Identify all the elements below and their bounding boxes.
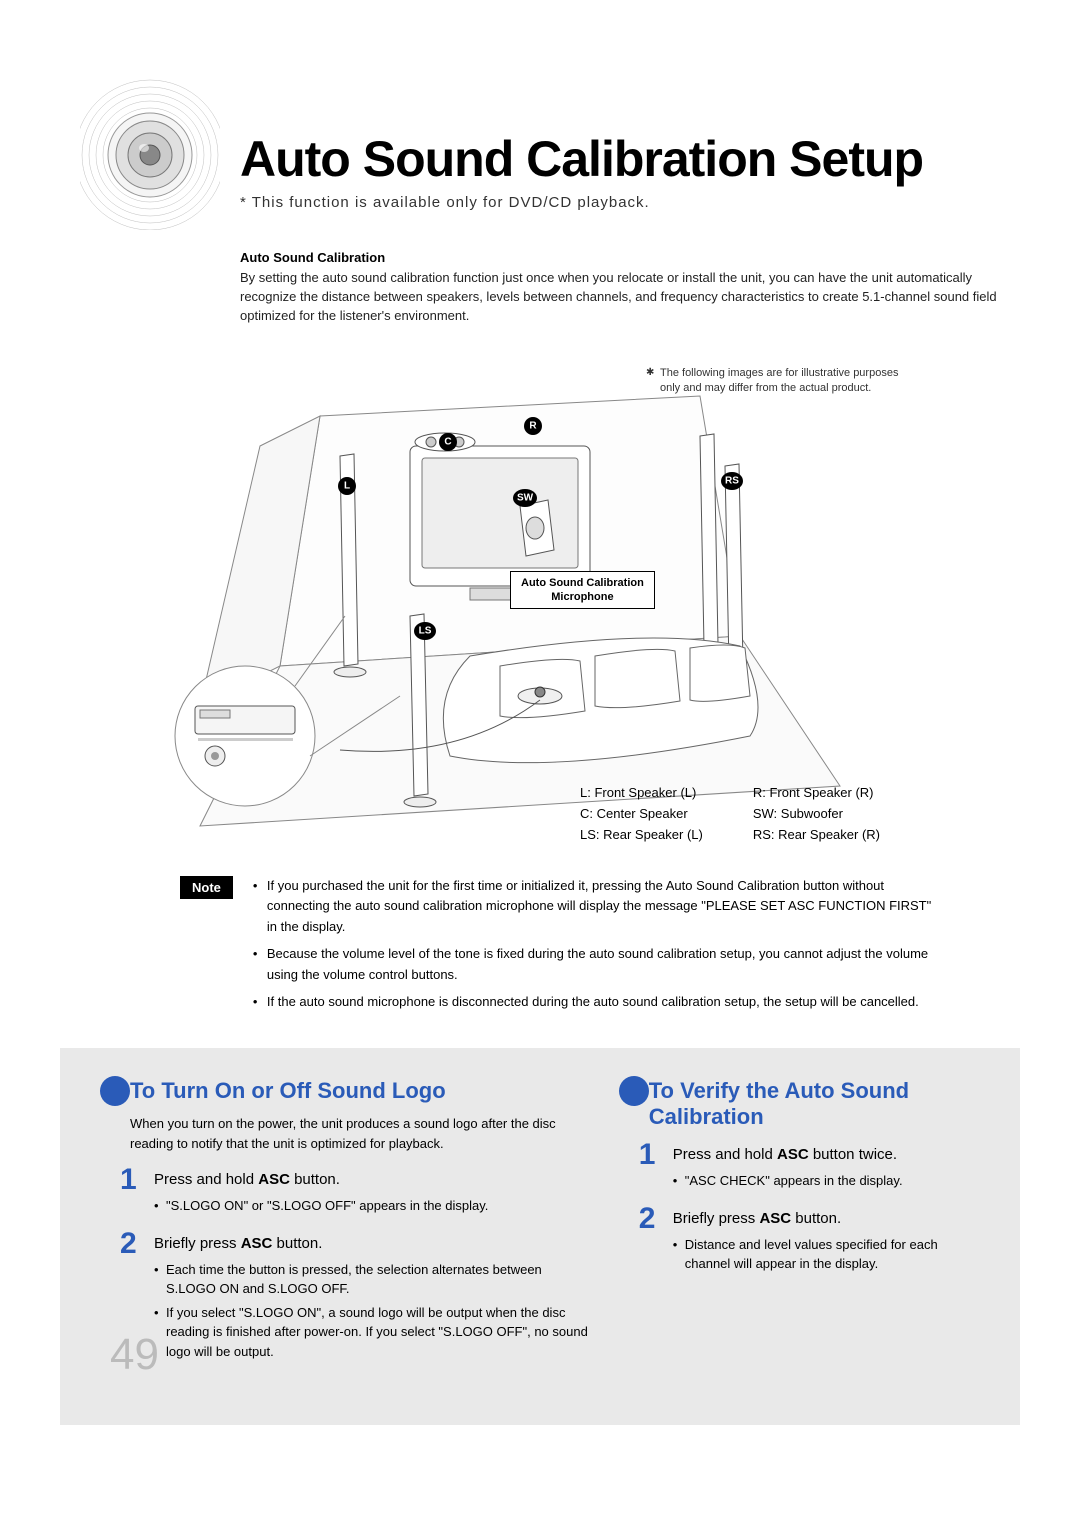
step-number: 1	[639, 1140, 663, 1194]
step-bullet: If you select "S.LOGO ON", a sound logo …	[154, 1303, 589, 1362]
section-title-left: To Turn On or Off Sound Logo	[100, 1078, 589, 1104]
header: Auto Sound Calibration Setup * This func…	[80, 90, 1000, 230]
room-diagram: The following images are for illustrativ…	[140, 356, 940, 856]
step-heading: Briefly press ASC button.	[154, 1233, 589, 1256]
badge-r: R	[529, 420, 537, 431]
step: 2 Briefly press ASC button. Distance and…	[619, 1204, 980, 1278]
legend-item: R: Front Speaker (R)	[753, 783, 880, 804]
step-number: 2	[639, 1204, 663, 1278]
speaker-decorative-icon	[80, 60, 220, 230]
legend-item: RS: Rear Speaker (R)	[753, 825, 880, 846]
step: 1 Press and hold ASC button twice. "ASC …	[619, 1140, 980, 1194]
legend-item: SW: Subwoofer	[753, 804, 880, 825]
note-item: If the auto sound microphone is disconne…	[253, 992, 940, 1013]
step-heading: Press and hold ASC button twice.	[673, 1144, 980, 1167]
page-number: 49	[110, 1330, 159, 1380]
step: 1 Press and hold ASC button. "S.LOGO ON"…	[100, 1165, 589, 1219]
intro-heading: Auto Sound Calibration	[240, 250, 1000, 265]
badge-rs: RS	[725, 475, 739, 486]
intro-text: By setting the auto sound calibration fu…	[240, 269, 1000, 326]
mic-label-line1: Auto Sound Calibration	[521, 576, 644, 590]
section-lead-left: When you turn on the power, the unit pro…	[100, 1114, 589, 1153]
badge-l: L	[344, 480, 350, 491]
step-bullet: "S.LOGO ON" or "S.LOGO OFF" appears in t…	[154, 1196, 589, 1216]
mic-label: Auto Sound Calibration Microphone	[510, 571, 655, 610]
page-subtitle: * This function is available only for DV…	[240, 194, 1000, 211]
step-heading: Press and hold ASC button.	[154, 1169, 589, 1192]
badge-c: C	[444, 436, 451, 447]
section-title-right: To Verify the Auto Sound Calibration	[619, 1078, 980, 1130]
step-bullet: "ASC CHECK" appears in the display.	[673, 1171, 980, 1191]
step: 2 Briefly press ASC button. Each time th…	[100, 1229, 589, 1365]
step-heading: Briefly press ASC button.	[673, 1208, 980, 1231]
step-bullet: Distance and level values specified for …	[673, 1235, 980, 1274]
mic-label-line2: Microphone	[521, 590, 644, 604]
note-section: Note If you purchased the unit for the f…	[180, 876, 940, 1019]
note-item: Because the volume level of the tone is …	[253, 944, 940, 986]
speaker-legend: L: Front Speaker (L) C: Center Speaker L…	[580, 783, 880, 845]
legend-item: LS: Rear Speaker (L)	[580, 825, 703, 846]
note-item: If you purchased the unit for the first …	[253, 876, 940, 938]
intro-block: Auto Sound Calibration By setting the au…	[240, 250, 1000, 326]
note-badge: Note	[180, 876, 233, 899]
step-bullet: Each time the button is pressed, the sel…	[154, 1260, 589, 1299]
step-number: 1	[120, 1165, 144, 1219]
badge-sw: SW	[517, 492, 534, 503]
page-title: Auto Sound Calibration Setup	[240, 130, 1000, 188]
instructions-section: To Turn On or Off Sound Logo When you tu…	[60, 1048, 1020, 1425]
legend-item: L: Front Speaker (L)	[580, 783, 703, 804]
badge-ls: LS	[419, 625, 432, 636]
legend-item: C: Center Speaker	[580, 804, 703, 825]
